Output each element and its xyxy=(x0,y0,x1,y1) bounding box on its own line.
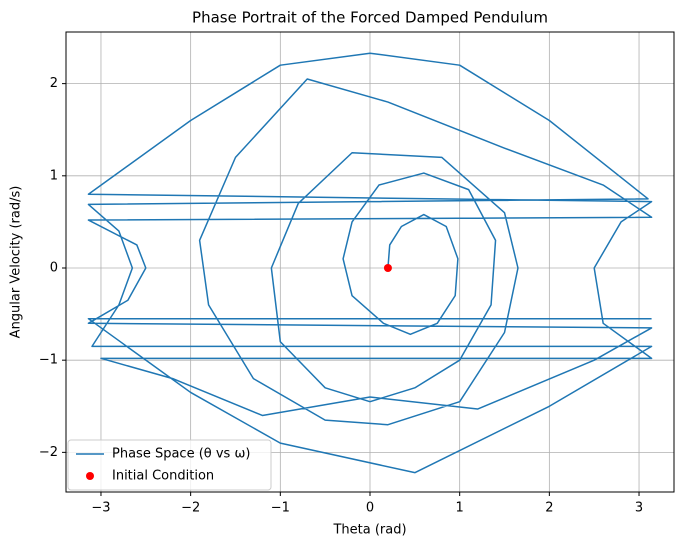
legend-label: Initial Condition xyxy=(112,469,214,484)
x-tick-label: −3 xyxy=(91,501,110,516)
legend-swatch xyxy=(86,472,94,480)
legend: Phase Space (θ vs ω) Initial Condition xyxy=(67,439,272,491)
plot-frame xyxy=(65,31,675,493)
chart-title: Phase Portrait of the Forced Damped Pend… xyxy=(192,9,548,27)
y-axis-label: Angular Velocity (rad/s) xyxy=(9,186,24,339)
x-tick-label: 0 xyxy=(366,501,374,516)
line-series xyxy=(87,52,653,474)
x-tick-label: −2 xyxy=(181,501,200,516)
legend-box xyxy=(67,439,272,491)
x-tick-label: −1 xyxy=(271,501,290,516)
y-tick-label: −2 xyxy=(39,445,58,460)
y-tick-label: 1 xyxy=(50,168,58,183)
x-tick-label: 1 xyxy=(456,501,464,516)
scatter-point xyxy=(383,263,392,272)
y-tick-label: 2 xyxy=(50,76,58,91)
x-tick-label: 2 xyxy=(545,501,553,516)
legend-label: Phase Space (θ vs ω) xyxy=(112,447,250,462)
x-axis-label: Theta (rad) xyxy=(332,523,406,538)
y-tick-label: 0 xyxy=(50,260,58,275)
x-tick-label: 3 xyxy=(635,501,643,516)
y-tick-label: −1 xyxy=(39,353,58,368)
